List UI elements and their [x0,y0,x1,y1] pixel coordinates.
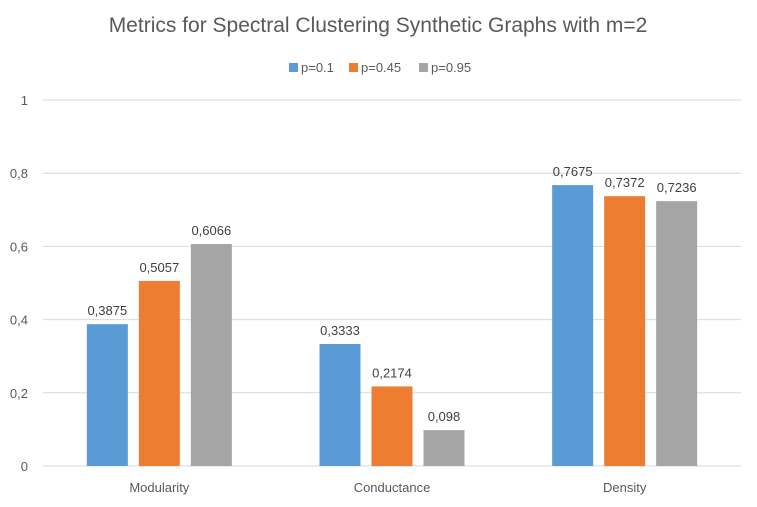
bar-p=0.45-modularity [138,280,180,466]
data-label: 0,098 [428,409,461,424]
y-tick-label: 0 [21,459,28,474]
data-label: 0,7236 [657,180,697,195]
legend-swatch [289,63,298,72]
bar-p=0.1-conductance [319,344,361,466]
bar-p=0.1-density [552,185,594,466]
bar-p=0.45-conductance [371,386,413,466]
y-tick-label: 1 [21,93,28,108]
y-tick-label: 0,6 [10,239,28,254]
bars [86,185,698,466]
data-label: 0,7675 [553,164,593,179]
data-labels: 0,3875 0,5057 0,6066 0,3333 0,2174 0,098 0,767… [87,164,696,424]
data-label: 0,7372 [605,175,645,190]
y-tick-label: 0,2 [10,386,28,401]
legend-label: p=0.95 [431,60,471,75]
y-axis-ticks: 0 0,2 0,4 0,6 0,8 1 [10,93,28,474]
data-label: 0,2174 [372,365,412,380]
legend-swatch [349,63,358,72]
bar-p=0.1-modularity [86,324,128,466]
bar-p=0.45-density [604,196,646,466]
x-category-label: Density [603,480,647,495]
legend-swatch [419,63,428,72]
bar-p=0.95-modularity [190,243,232,466]
data-label: 0,3333 [320,323,360,338]
legend-label: p=0.1 [301,60,334,75]
legend: p=0.1 p=0.45 p=0.95 [289,60,471,75]
bar-p=0.95-conductance [423,430,465,466]
y-tick-label: 0,4 [10,313,28,328]
x-category-label: Modularity [129,480,189,495]
x-category-label: Conductance [354,480,431,495]
bar-p=0.95-density [656,201,698,466]
data-label: 0,5057 [139,260,179,275]
chart-title: Metrics for Spectral Clustering Syntheti… [109,14,648,37]
y-tick-label: 0,8 [10,166,28,181]
data-label: 0,3875 [87,303,127,318]
data-label: 0,6066 [191,223,231,238]
legend-label: p=0.45 [361,60,401,75]
x-axis-categories: Modularity Conductance Density [129,480,646,495]
